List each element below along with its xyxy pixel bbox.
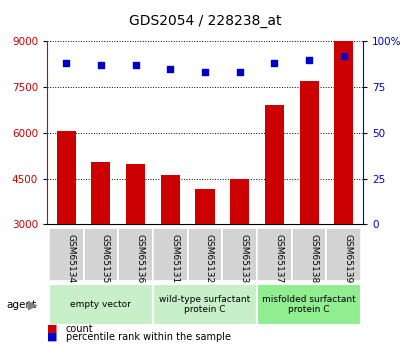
- Text: GSM65131: GSM65131: [170, 234, 179, 283]
- Text: GSM65136: GSM65136: [135, 234, 144, 283]
- Bar: [91, 162, 110, 224]
- Text: ■: ■: [47, 324, 58, 334]
- Point: [270, 61, 277, 66]
- Text: GSM65137: GSM65137: [274, 234, 283, 283]
- Bar: [83, 228, 118, 281]
- Text: GSM65135: GSM65135: [101, 234, 110, 283]
- Point: [166, 66, 173, 71]
- Bar: [153, 284, 256, 325]
- Bar: [291, 228, 326, 281]
- Bar: [229, 179, 249, 224]
- Text: GSM65133: GSM65133: [239, 234, 248, 283]
- Bar: [49, 228, 83, 281]
- Text: GDS2054 / 228238_at: GDS2054 / 228238_at: [128, 14, 281, 28]
- Bar: [187, 228, 222, 281]
- Point: [97, 62, 104, 68]
- Bar: [56, 131, 76, 224]
- Bar: [222, 228, 256, 281]
- Bar: [256, 284, 360, 325]
- Point: [201, 70, 208, 75]
- Bar: [153, 228, 187, 281]
- Text: ■: ■: [47, 332, 58, 342]
- Text: count: count: [65, 324, 93, 334]
- Bar: [195, 189, 214, 224]
- Bar: [333, 41, 353, 224]
- Text: wild-type surfactant
protein C: wild-type surfactant protein C: [159, 295, 250, 314]
- Point: [63, 61, 70, 66]
- Text: GSM65138: GSM65138: [308, 234, 317, 283]
- Bar: [326, 228, 360, 281]
- Text: empty vector: empty vector: [70, 300, 131, 309]
- Bar: [160, 176, 180, 224]
- Bar: [264, 106, 283, 224]
- Point: [132, 62, 139, 68]
- Text: agent: agent: [6, 300, 36, 310]
- Text: GSM65132: GSM65132: [204, 234, 213, 283]
- Bar: [118, 228, 153, 281]
- Point: [305, 57, 312, 62]
- Point: [339, 53, 346, 59]
- Bar: [126, 164, 145, 224]
- Text: misfolded surfactant
protein C: misfolded surfactant protein C: [262, 295, 355, 314]
- Text: GSM65139: GSM65139: [343, 234, 352, 283]
- Bar: [49, 284, 153, 325]
- Text: percentile rank within the sample: percentile rank within the sample: [65, 332, 230, 342]
- Text: ▶: ▶: [28, 299, 37, 312]
- Point: [236, 70, 243, 75]
- Bar: [256, 228, 291, 281]
- Bar: [299, 81, 318, 224]
- Text: GSM65134: GSM65134: [66, 234, 75, 283]
